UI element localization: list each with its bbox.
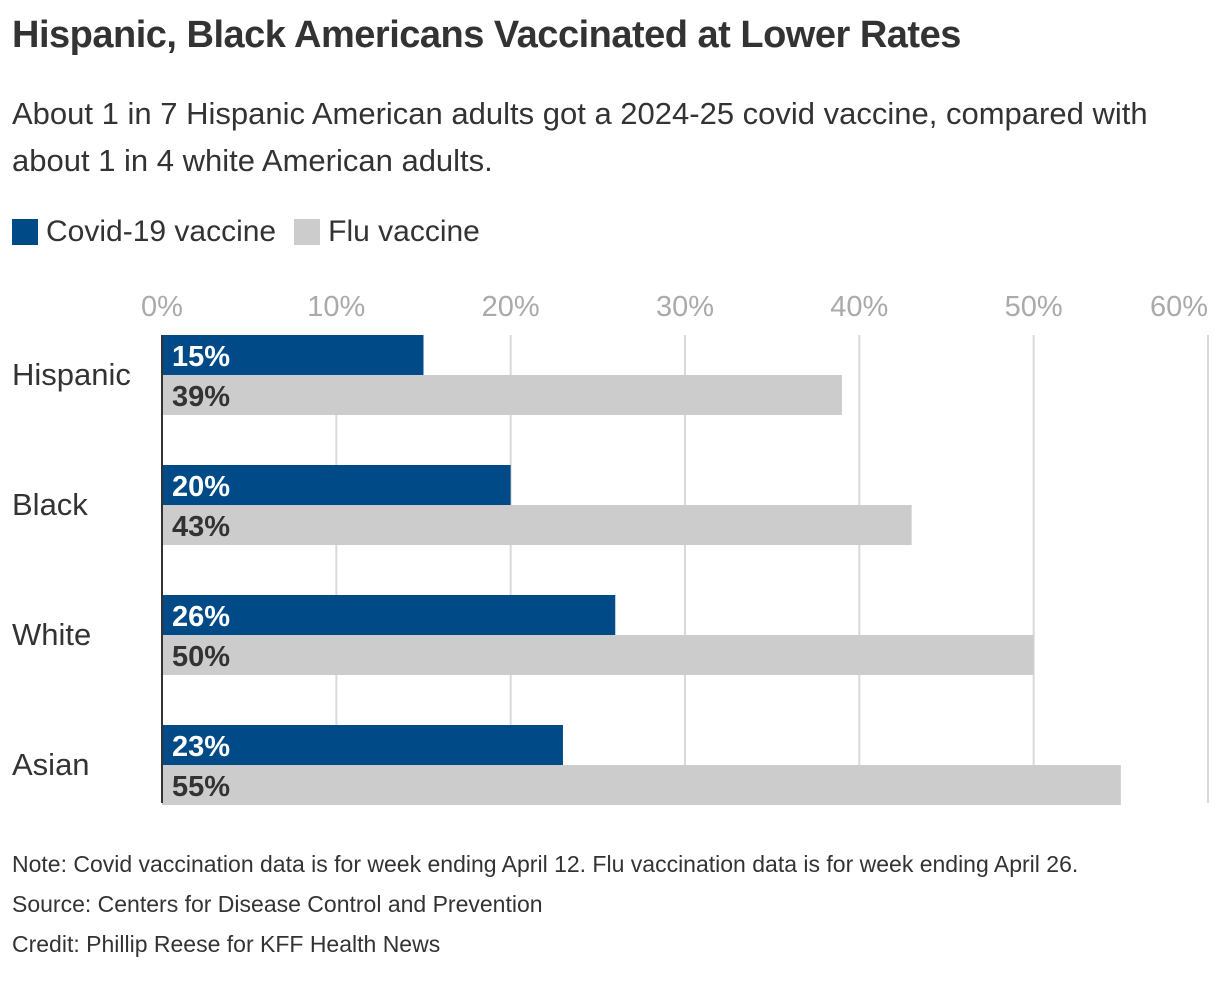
category-label: Black	[12, 487, 88, 522]
legend-swatch-flu	[294, 219, 321, 245]
covid-bar-black	[162, 465, 511, 505]
flu-value-label-black: 43%	[172, 511, 230, 543]
flu-bar-white	[162, 635, 1034, 675]
legend-swatch-covid	[12, 219, 38, 245]
legend-item-flu: Flu vaccine	[294, 215, 480, 249]
footer-note: Note: Covid vaccination data is for week…	[12, 851, 1079, 877]
x-tick-label: 60%	[1150, 291, 1208, 323]
flu-value-label-hispanic: 39%	[172, 381, 230, 413]
flu-value-label-asian: 55%	[172, 771, 230, 803]
bar-chart: 0% 10% 20% 30% 40% 50% 60% Hispanic 15% 39% Black 2…	[12, 291, 1209, 805]
flu-bar-black	[162, 505, 912, 545]
legend-label-flu: Flu vaccine	[328, 215, 480, 248]
flu-bar-hispanic	[162, 375, 842, 415]
footer-credit: Credit: Phillip Reese for KFF Health New…	[12, 931, 441, 957]
footer: Note: Covid vaccination data is for week…	[12, 846, 1202, 966]
x-tick-label: 30%	[656, 291, 714, 323]
x-tick-label: 20%	[482, 291, 540, 323]
chart-subtitle: About 1 in 7 Hispanic American adults go…	[12, 96, 1148, 178]
category-label: Asian	[12, 747, 90, 782]
legend-label-covid: Covid-19 vaccine	[46, 215, 277, 248]
x-tick-label: 0%	[141, 291, 183, 323]
flu-bar-asian	[162, 765, 1121, 805]
legend: Covid-19 vaccine Flu vaccine	[12, 212, 498, 252]
covid-value-label-black: 20%	[172, 471, 230, 503]
legend-item-covid: Covid-19 vaccine	[12, 215, 276, 249]
covid-value-label-asian: 23%	[172, 731, 230, 763]
covid-bar-asian	[162, 725, 563, 765]
footer-source: Source: Centers for Disease Control and …	[12, 891, 543, 917]
flu-value-label-white: 50%	[172, 641, 230, 673]
category-label: Hispanic	[12, 357, 131, 392]
covid-bar-white	[162, 595, 616, 635]
covid-value-label-white: 26%	[172, 601, 230, 633]
x-tick-label: 40%	[830, 291, 888, 323]
category-label: White	[12, 617, 91, 652]
covid-bar-hispanic	[162, 335, 424, 375]
x-tick-label: 50%	[1005, 291, 1063, 323]
chart-title: Hispanic, Black Americans Vaccinated at …	[12, 14, 961, 56]
covid-value-label-hispanic: 15%	[172, 341, 230, 373]
x-tick-label: 10%	[307, 291, 365, 323]
